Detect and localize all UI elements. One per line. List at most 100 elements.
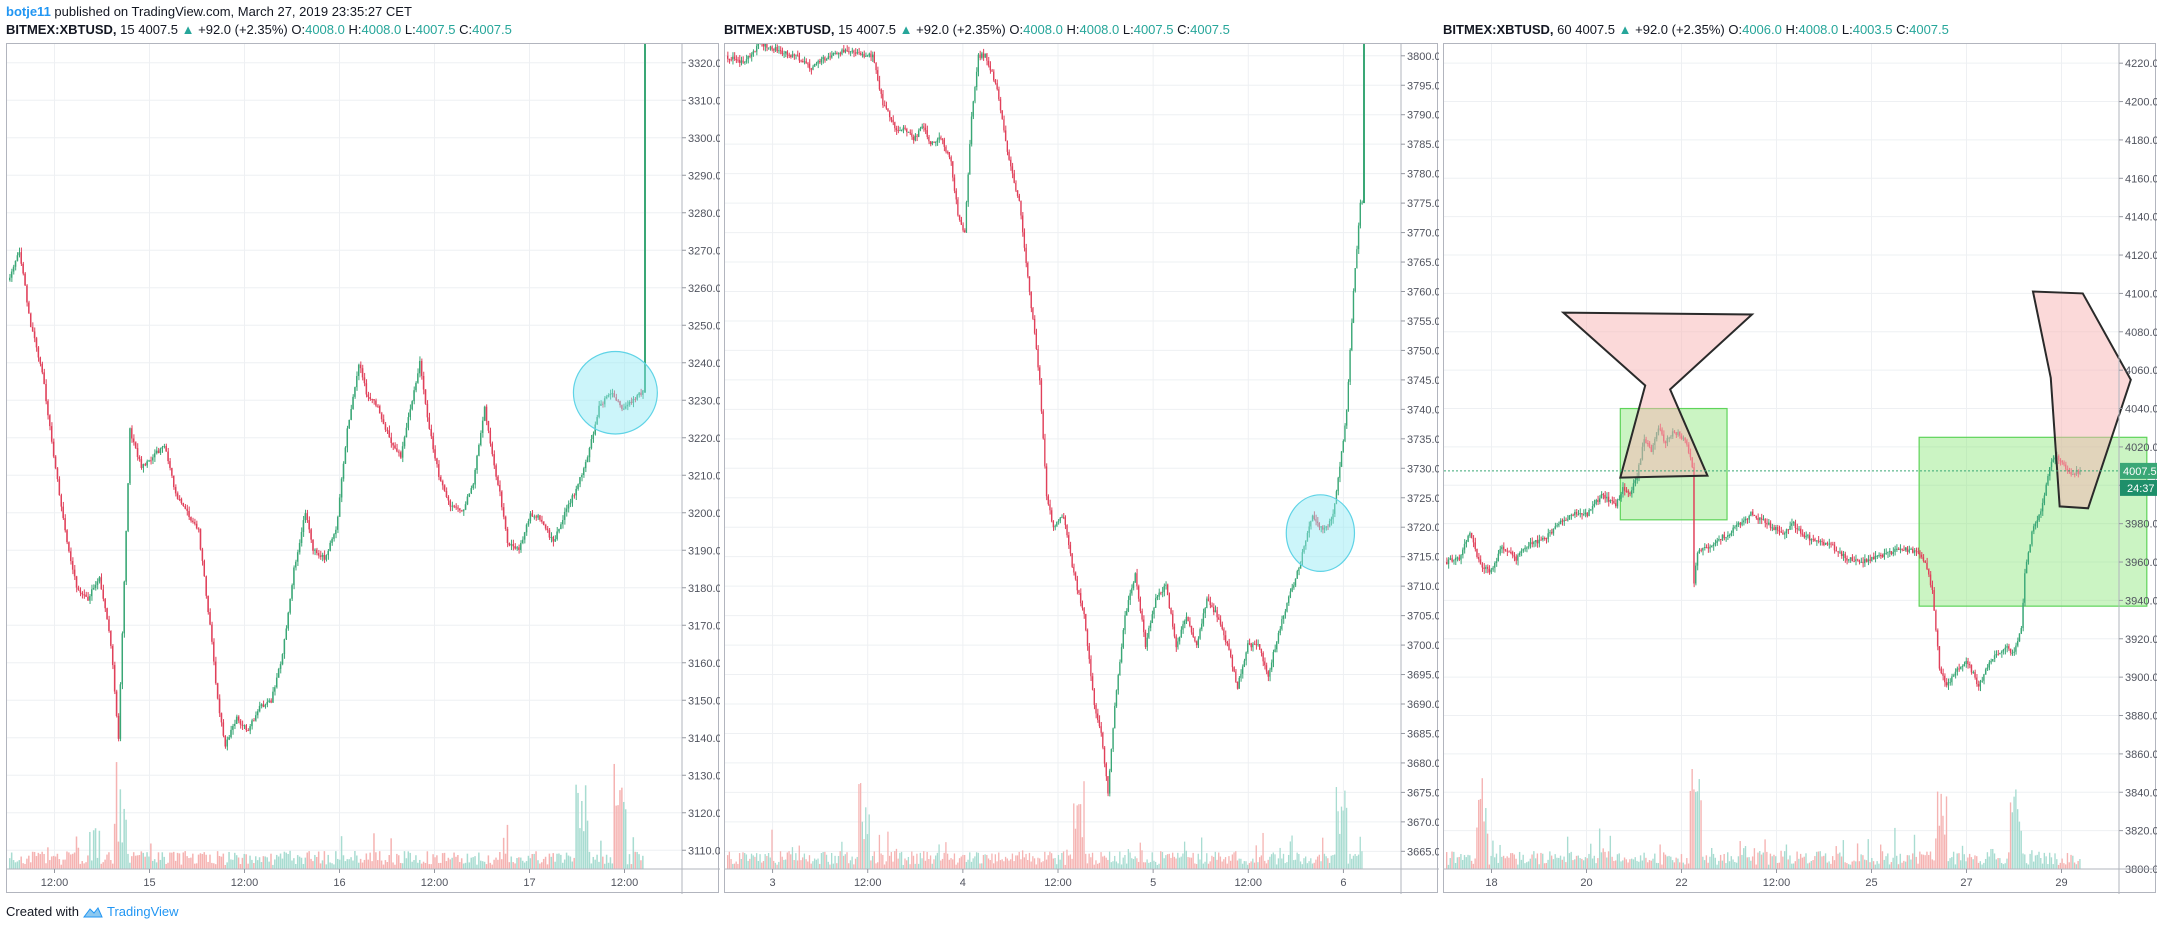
annotations-front [572,350,658,435]
volume-bar [1695,791,1697,869]
open-value: 4006.0 [1742,22,1782,37]
volume-bar [1136,858,1138,869]
volume-bar [640,860,642,869]
candle [1999,652,2001,655]
price-tick-label: 3785.0 [1407,139,1439,151]
volume-bar [737,863,739,869]
candle [1180,629,1182,637]
candle [1460,555,1462,560]
candle [1888,551,1891,553]
volume-bar [933,859,935,869]
volume-bar [521,860,524,869]
candle [1339,466,1341,478]
volume-bar [441,853,444,869]
candle [180,499,183,504]
volume-bar [443,852,446,869]
volume-bar [1124,855,1126,869]
candle [228,737,230,740]
candle [1782,532,1784,535]
candle [495,465,497,477]
candle [541,519,543,522]
change-label: +92.0 (+2.35%) [198,22,288,37]
candle [1499,549,1501,554]
volume-bar [1746,857,1748,869]
candle [2002,649,2005,652]
price-tick-label: 3695.0 [1407,670,1439,682]
candle [459,508,461,511]
candle [575,488,577,496]
candle [977,54,979,72]
volume-bar [462,863,465,869]
volume-bar [732,863,734,869]
time-tick-label: 3 [770,877,776,889]
chart-svg-1[interactable]: 3320.03310.03300.03290.03280.03270.03260… [7,44,720,894]
volume-bar [740,858,742,869]
candle [1276,641,1278,650]
candle [1997,654,1999,656]
candle [2024,573,2026,603]
candle [9,277,11,281]
candle [1347,381,1349,410]
candle [848,51,850,53]
volume-bar [1467,854,1469,869]
volume-bar [1577,855,1580,869]
candle [1785,529,1788,534]
volume-bar [1158,863,1160,869]
volume-bar [378,851,381,869]
volume-bar [272,864,274,869]
volume-bar [447,857,450,869]
chart-panel-1[interactable]: 3320.0 3310.0 3300.0 3290.0 3280.0 3270.0 3260… [6,43,720,894]
volume-bar [1550,855,1553,869]
time-tick-label: 12:00 [1235,877,1263,889]
tradingview-brand[interactable]: TradingView [106,904,179,919]
volume-bar [296,855,299,869]
volume-bar [1828,861,1830,869]
volume-bar [1945,796,1948,869]
chart-svg-3[interactable]: 4220.04200.04180.04160.04140.04120.04100… [1444,44,2157,894]
volume-bar [119,789,122,869]
volume-bar [1821,856,1823,869]
candle [1337,477,1339,492]
volume-bar [1291,835,1293,869]
volume-bar [550,856,553,869]
candle [779,50,782,52]
price-tick-label: 3920.0 [2125,634,2157,646]
candle [1591,505,1594,510]
volume-bar [222,853,225,869]
volume-bar [1960,860,1962,869]
candle [1698,549,1700,553]
volume-bar [1725,863,1727,869]
author-link[interactable]: botje11 [6,4,51,19]
volume-bar [1664,854,1667,869]
chart-svg-2[interactable]: 3800.03795.03790.03785.03780.03775.03770… [725,44,1439,894]
volume-bar [1876,861,1878,869]
volume-bar [1976,856,1978,869]
candle [1040,380,1043,412]
candle [155,450,158,454]
chart-panel-2[interactable]: 3800.0 3795.0 3790.0 3785.0 3780.0 3775.0 3770… [724,43,1439,894]
volume-bar [123,808,125,869]
candle [1074,572,1077,580]
candle [815,63,817,65]
candle [784,51,787,54]
candle [1054,525,1056,528]
volume-bar [779,851,782,869]
candle [1172,613,1174,627]
candle [1286,602,1288,612]
candle [1313,515,1315,519]
volume-bar [1011,853,1014,869]
chart-panel-3[interactable]: 4220.0 4200.0 4180.0 4160.0 4140.0 4120.0 4100… [1443,43,2157,894]
volume-bar [1641,860,1644,869]
volume-bar [786,852,788,869]
candle [1890,551,1893,555]
volume-bar [837,856,840,869]
volume-bar [1472,863,1475,869]
candle [1073,566,1075,573]
volume-bar [2070,854,2072,869]
volume-bar [134,855,137,869]
candle [390,437,392,443]
volume-bar [897,858,899,869]
volume-bar [1013,861,1015,869]
volume-bar [1008,860,1010,869]
candle [1050,510,1053,522]
